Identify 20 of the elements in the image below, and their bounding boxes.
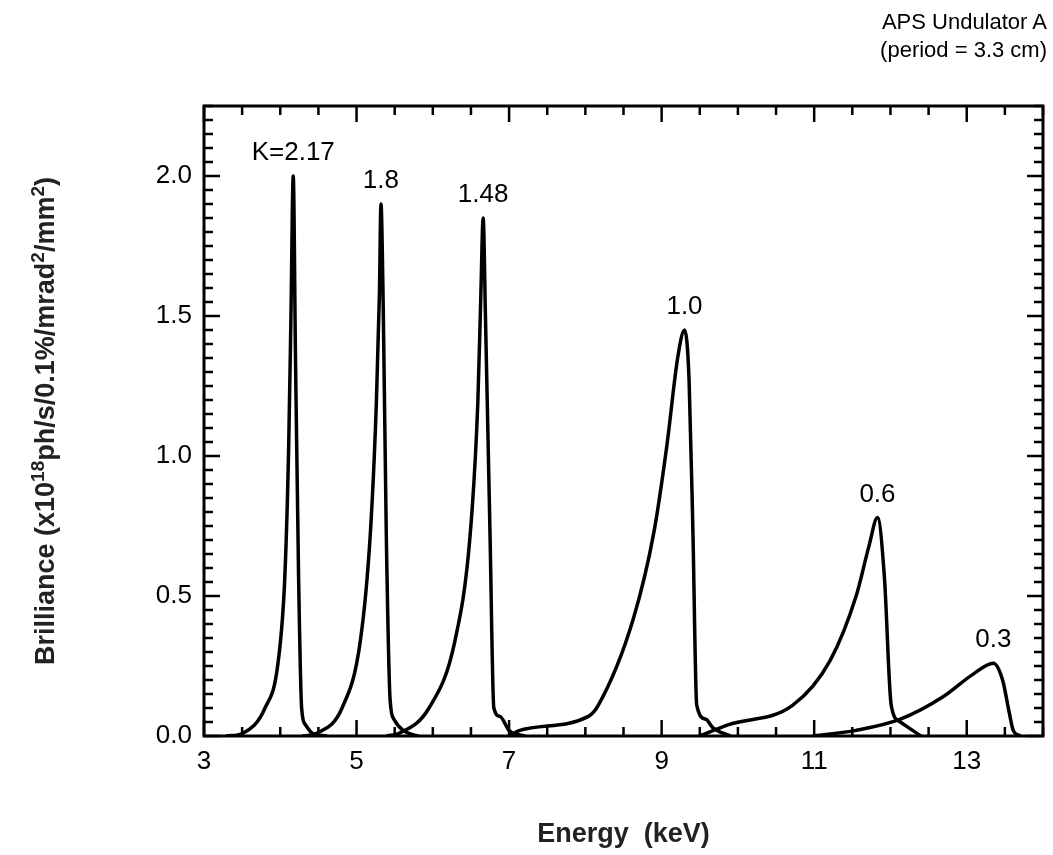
x-tick-label: 13 (952, 744, 982, 775)
chart-subtitle: (period = 3.3 cm) (880, 36, 1047, 64)
x-tick-label: 7 (501, 744, 517, 775)
y-tick-label: 2.0 (155, 159, 192, 190)
x-tick-label: 11 (800, 744, 828, 775)
x-tick-label: 9 (654, 744, 669, 775)
annotation: 0.3 (975, 623, 1012, 654)
x-tick-label: 3 (196, 744, 212, 775)
annotation: K=2.17 (251, 136, 335, 167)
chart-title: APS Undulator A (880, 8, 1047, 36)
x-axis-title: Energy (keV) (537, 818, 710, 849)
x-tick-label: 5 (349, 744, 364, 775)
y-tick-label: 1.5 (155, 299, 192, 330)
annotation: 1.48 (457, 178, 509, 209)
annotation: 1.8 (362, 164, 400, 195)
y-tick-label: 0.0 (155, 719, 192, 750)
annotation: 1.0 (666, 290, 703, 321)
y-tick-label: 0.5 (155, 579, 192, 610)
y-tick-label: 1.0 (155, 439, 192, 470)
annotation: 0.6 (859, 477, 896, 508)
